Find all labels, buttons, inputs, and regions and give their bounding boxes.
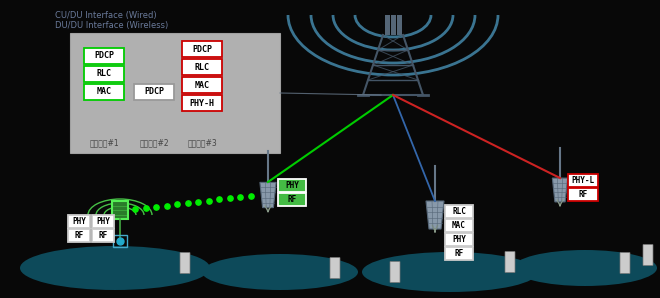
FancyBboxPatch shape (182, 77, 222, 93)
FancyBboxPatch shape (134, 84, 174, 100)
FancyBboxPatch shape (445, 205, 473, 218)
Polygon shape (260, 182, 276, 208)
FancyBboxPatch shape (445, 247, 473, 260)
FancyBboxPatch shape (182, 59, 222, 75)
Text: RF: RF (98, 231, 108, 240)
Text: RLC: RLC (96, 69, 112, 78)
FancyBboxPatch shape (330, 257, 340, 279)
Text: CU/DU Interface (Wired): CU/DU Interface (Wired) (55, 11, 156, 20)
Polygon shape (552, 178, 568, 202)
FancyBboxPatch shape (68, 229, 90, 242)
FancyBboxPatch shape (390, 262, 400, 283)
FancyBboxPatch shape (182, 95, 222, 111)
FancyBboxPatch shape (278, 179, 306, 192)
Text: PDCP: PDCP (94, 52, 114, 60)
FancyBboxPatch shape (397, 15, 401, 35)
Text: RF: RF (454, 249, 463, 258)
FancyBboxPatch shape (92, 229, 114, 242)
FancyBboxPatch shape (505, 252, 515, 272)
Text: 기능분할#2: 기능분할#2 (139, 139, 169, 148)
FancyBboxPatch shape (84, 84, 124, 100)
FancyBboxPatch shape (70, 33, 280, 153)
Text: PHY: PHY (452, 235, 466, 244)
Text: MAC: MAC (452, 221, 466, 230)
Polygon shape (426, 201, 444, 229)
FancyBboxPatch shape (84, 66, 124, 82)
Text: PDCP: PDCP (192, 44, 212, 54)
FancyBboxPatch shape (278, 193, 306, 206)
FancyBboxPatch shape (182, 41, 222, 57)
Text: RF: RF (287, 195, 296, 204)
Text: RLC: RLC (452, 207, 466, 216)
FancyBboxPatch shape (620, 252, 630, 274)
Text: 기능분할#1: 기능분할#1 (89, 139, 119, 148)
FancyBboxPatch shape (568, 174, 598, 187)
Text: RF: RF (578, 190, 587, 199)
Ellipse shape (20, 246, 210, 290)
Ellipse shape (513, 250, 657, 286)
Text: PHY-L: PHY-L (572, 176, 595, 185)
FancyBboxPatch shape (568, 188, 598, 201)
FancyBboxPatch shape (643, 244, 653, 266)
Text: RF: RF (75, 231, 84, 240)
Text: MAC: MAC (96, 88, 112, 97)
Ellipse shape (362, 252, 538, 292)
FancyBboxPatch shape (112, 201, 128, 219)
Text: PHY: PHY (72, 217, 86, 226)
FancyBboxPatch shape (92, 215, 114, 228)
FancyBboxPatch shape (445, 219, 473, 232)
Text: PHY-H: PHY-H (189, 99, 214, 108)
Text: PHY: PHY (285, 181, 299, 190)
FancyBboxPatch shape (68, 215, 90, 228)
Text: 기능분할#3: 기능분할#3 (187, 139, 217, 148)
FancyBboxPatch shape (445, 233, 473, 246)
Text: DU/DU Interface (Wireless): DU/DU Interface (Wireless) (55, 21, 168, 30)
FancyBboxPatch shape (84, 48, 124, 64)
Text: PDCP: PDCP (144, 88, 164, 97)
Text: PHY: PHY (96, 217, 110, 226)
Text: RLC: RLC (195, 63, 209, 72)
FancyBboxPatch shape (180, 252, 190, 274)
Text: MAC: MAC (195, 80, 209, 89)
FancyBboxPatch shape (391, 15, 395, 35)
FancyBboxPatch shape (385, 15, 389, 35)
Ellipse shape (202, 254, 358, 290)
